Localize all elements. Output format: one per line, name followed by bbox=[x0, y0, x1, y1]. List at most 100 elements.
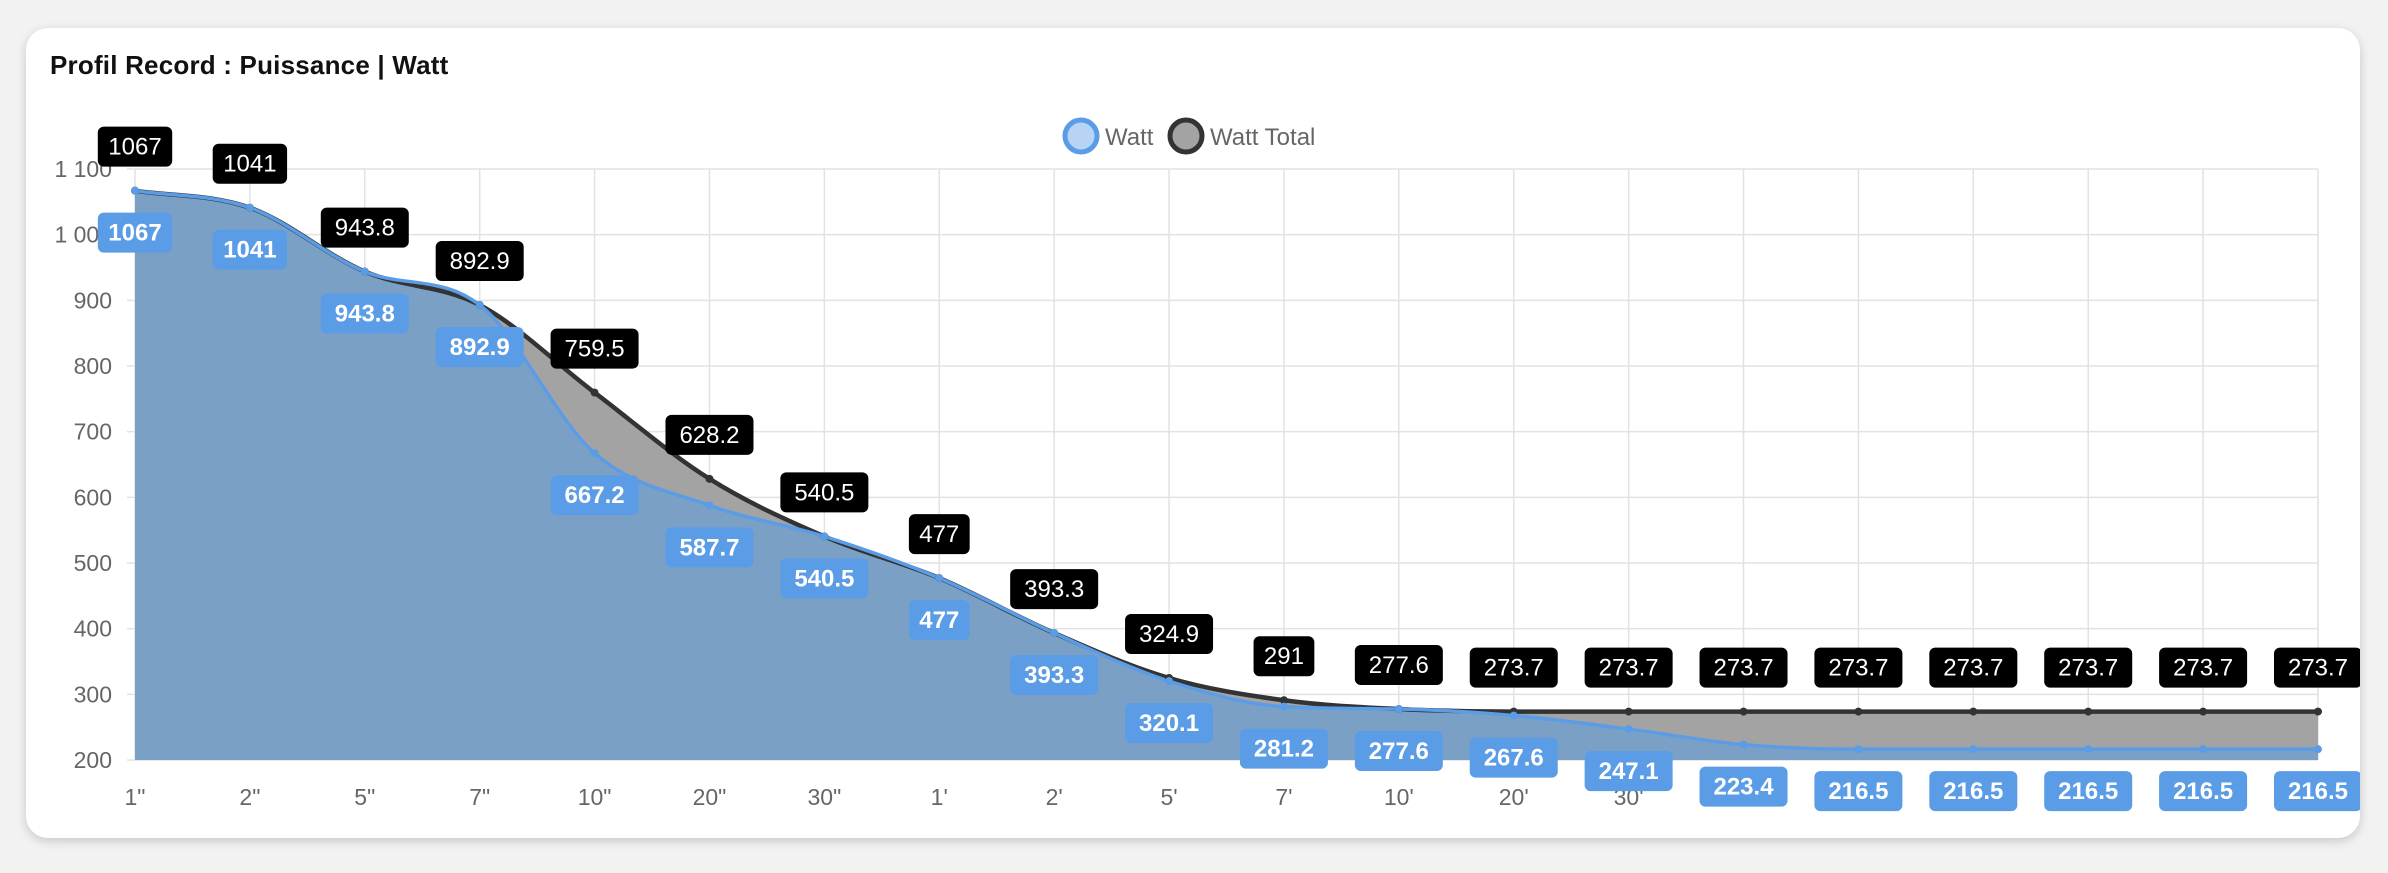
data-label-watt-box bbox=[1929, 771, 2018, 812]
x-tick-label: 1' bbox=[931, 784, 948, 810]
data-label-watt-total: 759.5 bbox=[550, 328, 639, 369]
point-watt[interactable] bbox=[820, 532, 829, 541]
data-label-watt: 216.5 bbox=[2044, 771, 2133, 812]
data-label-watt-box bbox=[212, 229, 288, 270]
legend-swatch-watt bbox=[1062, 117, 1100, 155]
x-axis: 1" 2" 5" 7" 10" 20" 30" 1' 2' 5' 7' 10' 20' 30' bbox=[125, 784, 1644, 810]
data-label-watt-text: 223.4 bbox=[1713, 774, 1774, 801]
data-label-watt-total-text: 273.7 bbox=[1943, 655, 2003, 682]
x-tick-label: 20" bbox=[693, 784, 727, 810]
point-watt-total[interactable] bbox=[2084, 707, 2093, 716]
y-tick-label: 500 bbox=[74, 550, 112, 576]
data-label-watt-total-text: 393.3 bbox=[1024, 576, 1084, 603]
point-watt[interactable] bbox=[360, 267, 369, 276]
data-label-watt-total-text: 273.7 bbox=[2173, 655, 2233, 682]
point-watt[interactable] bbox=[590, 449, 599, 458]
point-watt[interactable] bbox=[1394, 705, 1403, 714]
y-tick-label: 400 bbox=[74, 616, 112, 642]
y-tick-label: 900 bbox=[74, 287, 112, 313]
data-label-watt-total: 273.7 bbox=[1814, 647, 1903, 688]
point-watt[interactable] bbox=[1509, 711, 1518, 720]
line-watt bbox=[134, 188, 2318, 751]
data-label-watt-text: 216.5 bbox=[2173, 778, 2233, 805]
point-watt-total[interactable] bbox=[1279, 696, 1288, 705]
data-label-watt-total-box bbox=[2274, 647, 2360, 688]
data-label-watt-box bbox=[320, 293, 409, 334]
x-tick-label: 10" bbox=[578, 784, 612, 810]
data-label-watt-total-box bbox=[550, 328, 639, 369]
data-label-watt-box bbox=[1814, 771, 1903, 812]
point-watt[interactable] bbox=[2084, 745, 2093, 754]
point-watt[interactable] bbox=[1739, 740, 1748, 749]
point-watt-total[interactable] bbox=[1854, 707, 1863, 716]
data-label-watt-total: 273.7 bbox=[1699, 647, 1788, 688]
data-label-watt-total-text: 273.7 bbox=[1828, 655, 1888, 682]
data-label-watt-text: 587.7 bbox=[679, 534, 739, 561]
point-watt-total[interactable] bbox=[590, 388, 599, 397]
x-tick-label: 7" bbox=[469, 784, 490, 810]
data-label-watt-box bbox=[2274, 771, 2360, 812]
point-watt-total[interactable] bbox=[1739, 707, 1748, 716]
data-label-watt-total: 277.6 bbox=[1354, 645, 1443, 686]
data-label-watt-total-text: 277.6 bbox=[1369, 652, 1429, 679]
data-label-watt-total-text: 291 bbox=[1264, 643, 1304, 670]
point-watt-total[interactable] bbox=[705, 474, 714, 483]
point-watt[interactable] bbox=[935, 574, 944, 583]
data-label-watt-box bbox=[97, 212, 173, 253]
data-label-watt-total: 540.5 bbox=[780, 472, 869, 513]
y-tick-label: 300 bbox=[74, 681, 112, 707]
point-watt-total[interactable] bbox=[2314, 707, 2322, 716]
data-label-watt: 477 bbox=[908, 600, 970, 641]
data-label-watt-total-text: 273.7 bbox=[2058, 655, 2118, 682]
point-watt[interactable] bbox=[475, 300, 484, 309]
point-watt[interactable] bbox=[1854, 745, 1863, 754]
data-label-watt-text: 281.2 bbox=[1254, 736, 1314, 763]
data-label-watt-total-box bbox=[908, 514, 970, 555]
point-watt[interactable] bbox=[1050, 629, 1059, 638]
legend-label-watt: Watt bbox=[1105, 124, 1154, 151]
data-label-watt: 216.5 bbox=[1929, 771, 2018, 812]
data-label-watt-text: 943.8 bbox=[335, 301, 395, 328]
data-label-watt: 943.8 bbox=[320, 293, 409, 334]
x-tick-label: 5" bbox=[354, 784, 375, 810]
data-label-watt-total-text: 628.2 bbox=[679, 422, 739, 449]
legend-swatch-watt-total bbox=[1167, 117, 1205, 155]
legend-item-watt[interactable]: Watt bbox=[1062, 117, 1154, 155]
data-label-watt-total-text: 1041 bbox=[223, 151, 276, 178]
point-watt[interactable] bbox=[1279, 702, 1288, 711]
point-watt-total[interactable] bbox=[1624, 707, 1633, 716]
data-label-watt: 1067 bbox=[97, 212, 173, 253]
data-label-watt-total-box bbox=[97, 126, 173, 167]
data-label-watt-total: 324.9 bbox=[1125, 613, 1214, 654]
legend-item-watt-total[interactable]: Watt Total bbox=[1167, 117, 1315, 155]
data-label-watt-total-text: 892.9 bbox=[450, 248, 510, 275]
point-watt-total[interactable] bbox=[2199, 707, 2208, 716]
legend: Watt Watt Total bbox=[1062, 117, 1315, 155]
data-label-watt-total: 1067 bbox=[97, 126, 173, 167]
point-watt[interactable] bbox=[1165, 677, 1174, 686]
data-label-watt-total-box bbox=[2044, 647, 2133, 688]
point-watt-total[interactable] bbox=[1969, 707, 1978, 716]
point-watt[interactable] bbox=[1624, 725, 1633, 734]
point-watt[interactable] bbox=[131, 186, 139, 195]
data-label-watt: 540.5 bbox=[780, 558, 869, 599]
data-label-watt-text: 216.5 bbox=[2058, 778, 2118, 805]
data-label-watt-box bbox=[2159, 771, 2248, 812]
data-label-watt: 587.7 bbox=[665, 527, 754, 568]
data-label-watt-box bbox=[1584, 751, 1673, 792]
data-label-watt-text: 247.1 bbox=[1599, 758, 1659, 785]
point-watt[interactable] bbox=[245, 203, 254, 212]
point-watt[interactable] bbox=[1969, 745, 1978, 754]
data-label-watt-total-text: 943.8 bbox=[335, 215, 395, 242]
x-tick-label: 2' bbox=[1046, 784, 1063, 810]
data-label-watt: 216.5 bbox=[2274, 771, 2360, 812]
y-tick-label: 800 bbox=[74, 353, 112, 379]
data-label-watt-total: 273.7 bbox=[2159, 647, 2248, 688]
data-label-watt-box bbox=[780, 558, 869, 599]
point-watt[interactable] bbox=[705, 501, 714, 510]
point-watt[interactable] bbox=[2199, 745, 2208, 754]
point-watt[interactable] bbox=[2314, 745, 2322, 754]
data-label-watt-text: 216.5 bbox=[2288, 778, 2348, 805]
data-label-watt-box bbox=[2044, 771, 2133, 812]
data-label-watt-box bbox=[435, 326, 524, 367]
